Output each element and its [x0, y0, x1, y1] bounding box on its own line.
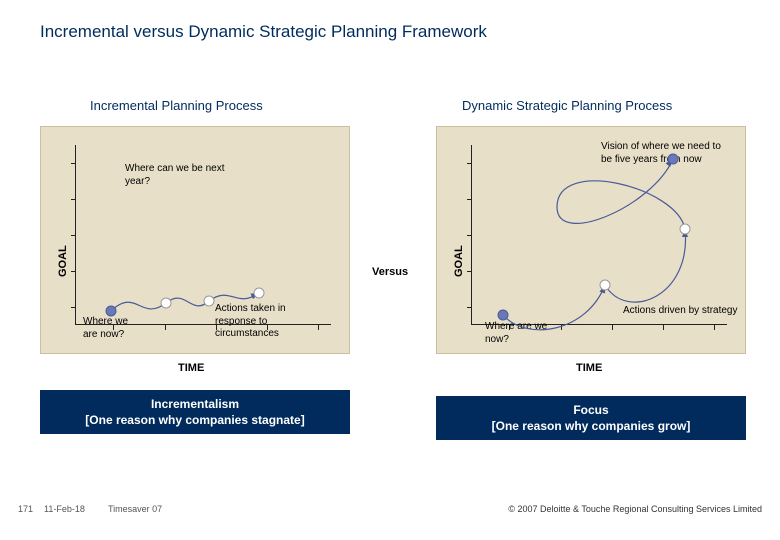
right-banner: Focus[One reason why companies grow] — [436, 396, 746, 440]
right-panel-header: Dynamic Strategic Planning Process — [462, 98, 672, 113]
time-axis-label-left: TIME — [178, 362, 204, 374]
footer-name: Timesaver 07 — [108, 504, 162, 514]
right-chart: GOAL Vision of where we need to be five … — [436, 126, 746, 354]
left-banner: Incrementalism[One reason why companies … — [40, 390, 350, 434]
time-axis-label-right: TIME — [576, 362, 602, 374]
left-curve-svg — [41, 127, 351, 355]
versus-label: Versus — [372, 266, 408, 278]
left-panel-header: Incremental Planning Process — [90, 98, 263, 113]
slide-title: Incremental versus Dynamic Strategic Pla… — [40, 22, 487, 42]
right-curve-svg — [437, 127, 747, 355]
footer-copyright: © 2007 Deloitte & Touche Regional Consul… — [508, 504, 762, 514]
footer-date: 11-Feb-18 — [44, 504, 85, 514]
left-chart: GOAL Where can we be next year? Where we… — [40, 126, 350, 354]
footer-page-number: 171 — [18, 504, 33, 514]
